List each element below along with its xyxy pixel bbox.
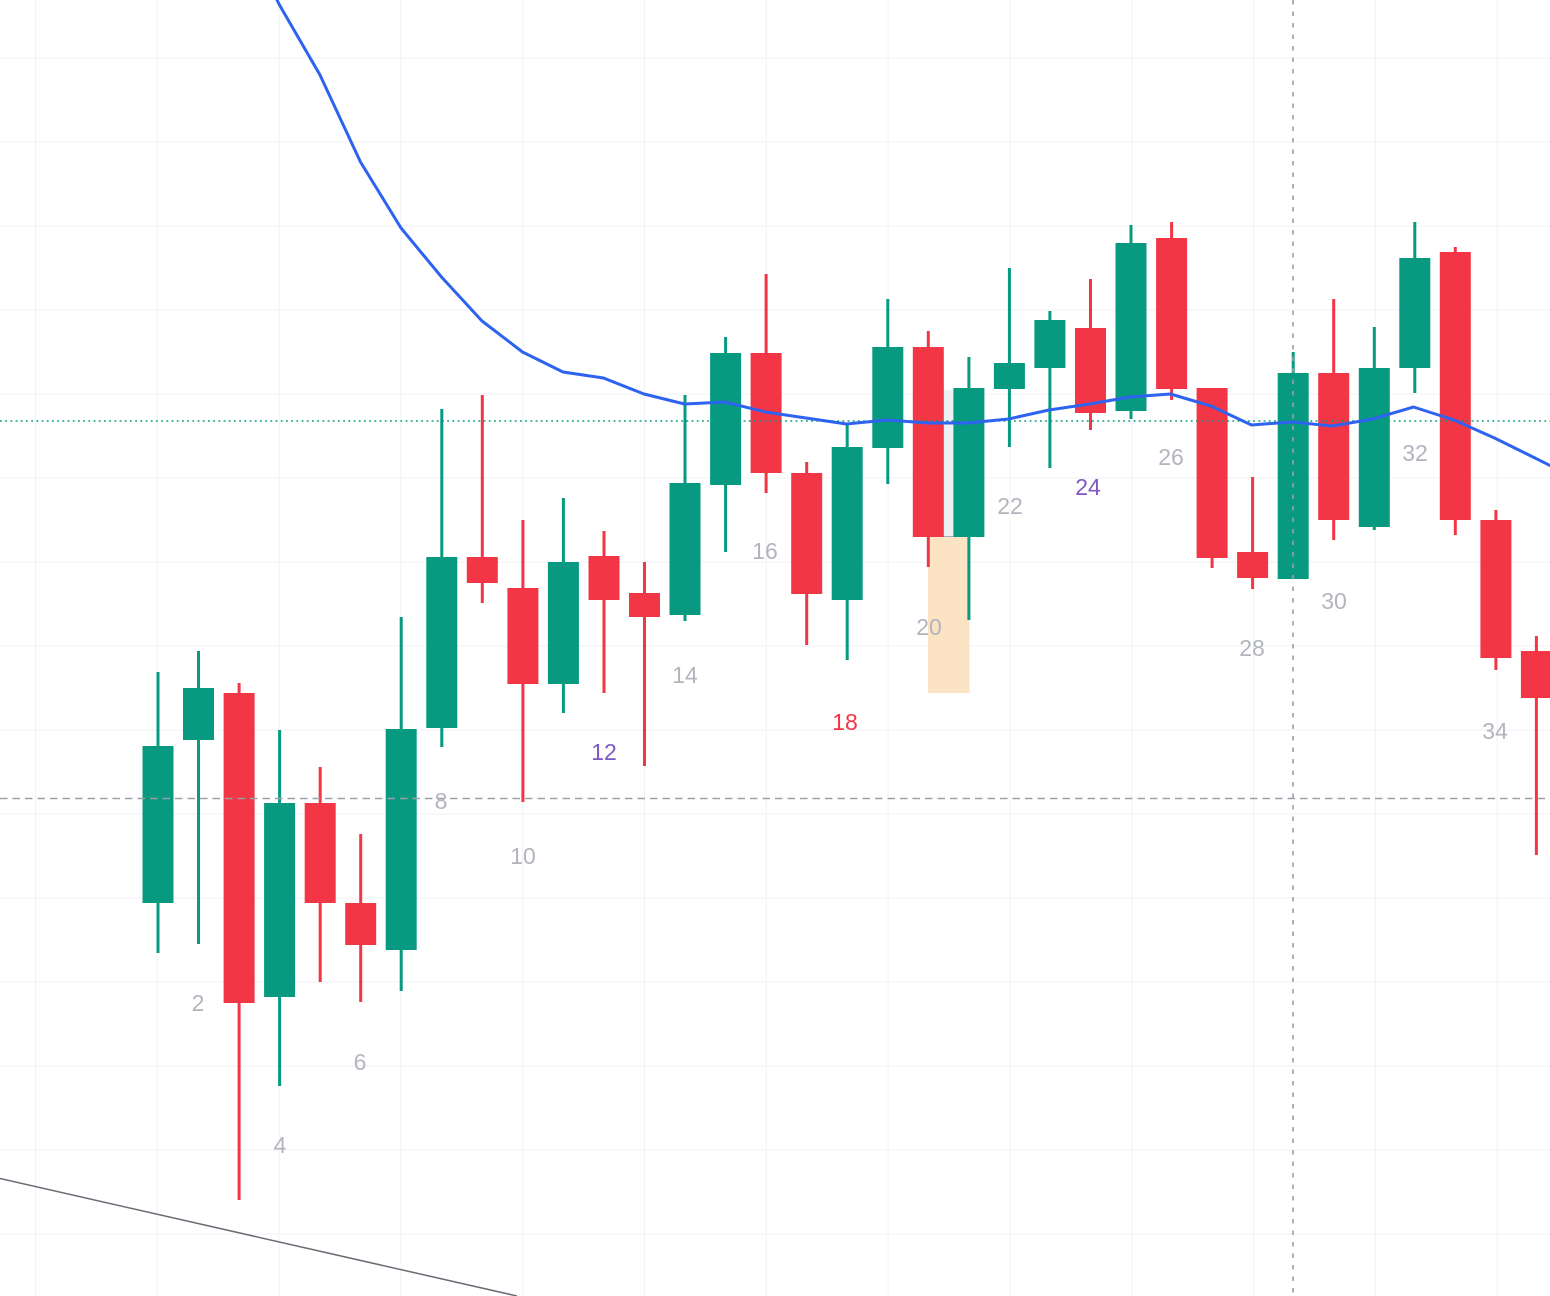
bar-number-label-2: 2 [192,990,205,1016]
candle-body-bar-12[interactable] [588,556,620,600]
candle-wick-bar-13[interactable] [643,562,646,766]
candle-wick-bar-23[interactable] [1048,311,1052,468]
bar-number-label-18: 18 [832,709,858,735]
candle-wick-bar-28[interactable] [1251,477,1255,589]
candle-wick-bar-9[interactable] [480,395,484,603]
candle-body-bar-13[interactable] [629,593,660,617]
bar-number-label-30: 30 [1321,588,1347,614]
candle-wick-bar-22[interactable] [1007,268,1011,447]
trendline[interactable] [0,1177,518,1296]
candle-body-bar-22[interactable] [993,363,1025,389]
candle-body-bar-9[interactable] [466,557,498,583]
candle-body-bar-33[interactable] [1439,252,1471,520]
bar-number-label-14: 14 [672,662,698,688]
bar-number-label-22: 22 [997,493,1023,519]
candle-body-bar-35[interactable] [1520,651,1550,698]
bar-number-label-26: 26 [1158,444,1184,470]
candle-body-bar-28[interactable] [1237,552,1269,578]
candle-wick-bar-35[interactable] [1534,636,1538,855]
candle-body-bar-23[interactable] [1034,320,1066,368]
candle-body-bar-21[interactable] [953,388,985,537]
candle-body-bar-11[interactable] [547,562,579,684]
bar-number-label-6: 6 [354,1049,367,1075]
candle-body-bar-24[interactable] [1075,328,1106,413]
candle-body-bar-26[interactable] [1156,238,1188,389]
candle-body-bar-3[interactable] [223,693,255,1003]
bar-number-label-8: 8 [435,788,448,814]
candle-body-bar-10[interactable] [507,588,539,684]
candle-body-bar-25[interactable] [1115,243,1147,411]
bar-number-label-32: 32 [1402,440,1428,466]
bar-number-label-10: 10 [510,843,536,869]
candle-body-bar-30[interactable] [1318,373,1350,520]
highlight-box[interactable] [928,537,970,693]
bar-number-label-28: 28 [1239,635,1265,661]
candle-body-bar-8[interactable] [426,557,458,728]
candle-body-bar-15[interactable] [710,353,742,485]
candle-body-bar-32[interactable] [1399,258,1431,368]
candle-body-bar-18[interactable] [831,447,863,600]
candle-body-bar-1[interactable] [142,746,174,903]
ma-line[interactable] [239,0,1550,468]
candle-body-bar-5[interactable] [304,803,336,903]
candle-body-bar-14[interactable] [669,483,701,615]
candle-body-bar-34[interactable] [1480,520,1512,658]
bar-number-label-16: 16 [752,538,778,564]
bar-number-label-12: 12 [591,739,617,765]
gap-box[interactable] [942,390,954,537]
candle-body-bar-19[interactable] [872,347,904,448]
candle-wick-bar-12[interactable] [602,531,606,693]
bar-number-label-24: 24 [1075,474,1101,500]
candle-body-bar-17[interactable] [791,473,823,594]
candle-wick-bar-2[interactable] [197,651,200,944]
candle-body-bar-27[interactable] [1196,388,1228,558]
candle-body-bar-4[interactable] [264,803,296,997]
candle-body-bar-7[interactable] [385,729,417,950]
bar-number-label-4: 4 [274,1132,287,1158]
candle-body-bar-31[interactable] [1358,368,1390,527]
bar-number-label-34: 34 [1482,718,1508,744]
candle-body-bar-20[interactable] [912,347,944,537]
bar-number-label-20: 20 [916,614,942,640]
candle-body-bar-6[interactable] [345,903,377,945]
candle-body-bar-2[interactable] [183,688,214,740]
